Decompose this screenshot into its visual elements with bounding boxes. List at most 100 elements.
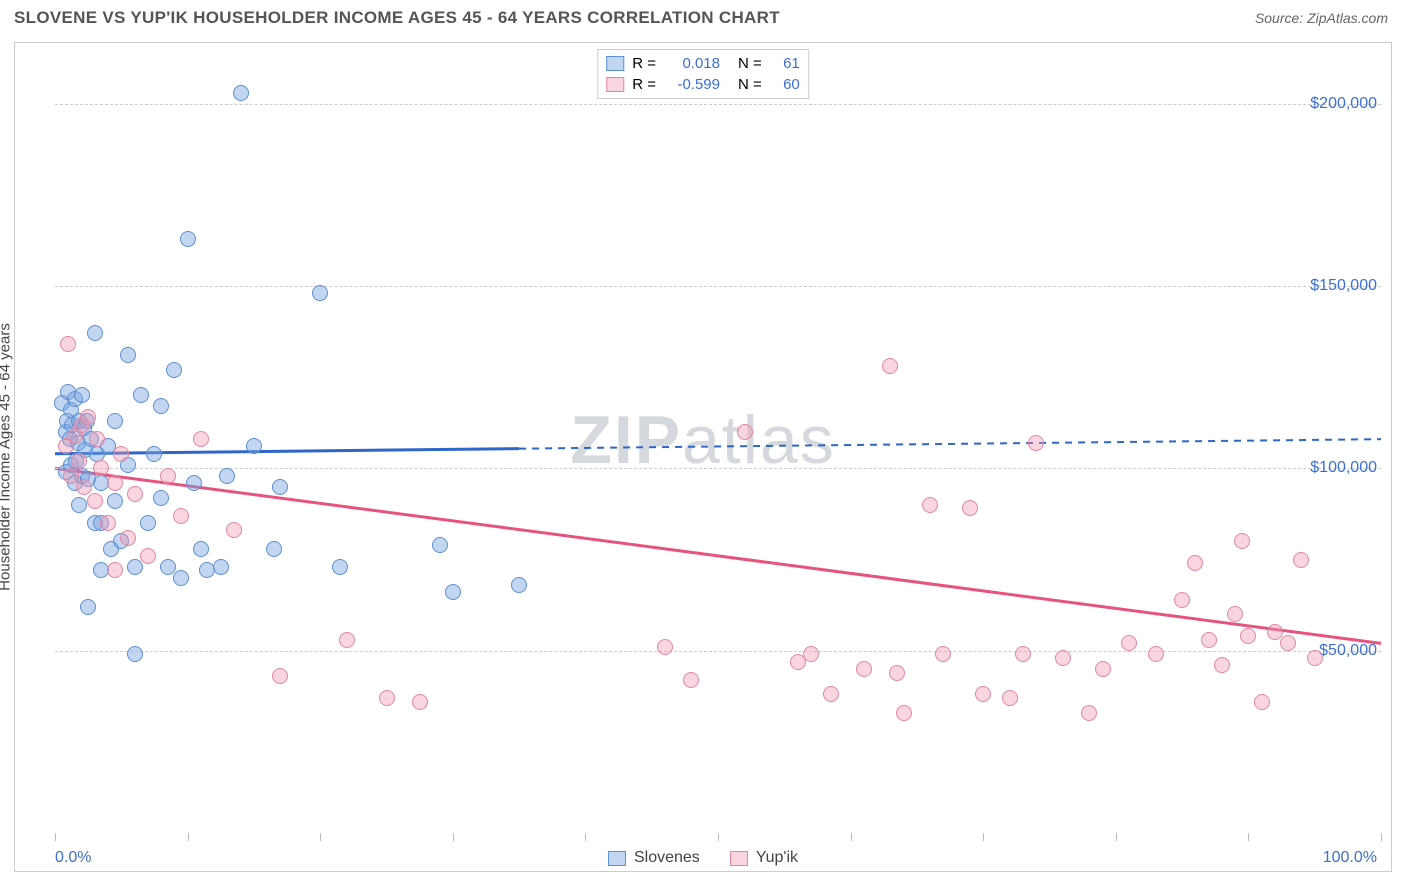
data-point [1293,552,1309,568]
data-point [1148,646,1164,662]
source-label: Source: ZipAtlas.com [1255,10,1388,26]
data-point [193,541,209,557]
y-tick-label: $150,000 [1310,277,1377,295]
data-point [153,398,169,414]
correlation-legend: R = 0.018 N = 61R = -0.599 N = 60 [597,49,809,99]
legend-swatch [606,56,624,71]
data-point [511,577,527,593]
series-legend: Slovenes Yup'ik [608,849,798,867]
data-point [226,522,242,538]
data-point [89,431,105,447]
series-legend-item: Yup'ik [730,849,798,867]
series-name: Slovenes [634,849,700,867]
legend-row: R = -0.599 N = 60 [606,74,800,95]
data-point [1234,533,1250,549]
data-point [173,508,189,524]
page-title: SLOVENE VS YUP'IK HOUSEHOLDER INCOME AGE… [14,8,780,28]
data-point [266,541,282,557]
data-point [379,690,395,706]
data-point [71,497,87,513]
r-label: R = [632,74,656,95]
data-point [140,515,156,531]
series-name: Yup'ik [756,849,798,867]
data-point [1121,635,1137,651]
data-point [1240,628,1256,644]
x-axis-min-label: 0.0% [55,849,91,867]
data-point [737,424,753,440]
chart-container: Householder Income Ages 45 - 64 years ZI… [14,42,1392,872]
data-point [87,325,103,341]
data-point [1227,606,1243,622]
x-tick [585,833,586,841]
n-value: 61 [770,53,800,74]
data-point [71,453,87,469]
data-point [120,530,136,546]
n-label: N = [738,53,762,74]
data-point [1055,650,1071,666]
r-value: -0.599 [664,74,720,95]
y-axis-label: Householder Income Ages 45 - 64 years [0,323,14,591]
data-point [1307,650,1323,666]
data-point [107,413,123,429]
data-point [80,409,96,425]
legend-swatch [606,77,624,92]
data-point [74,387,90,403]
data-point [896,705,912,721]
data-point [1280,635,1296,651]
data-point [107,562,123,578]
data-point [1028,435,1044,451]
data-point [127,646,143,662]
data-point [657,639,673,655]
data-point [173,570,189,586]
x-tick [1116,833,1117,841]
data-point [1095,661,1111,677]
series-legend-item: Slovenes [608,849,700,867]
data-point [803,646,819,662]
r-value: 0.018 [664,53,720,74]
data-point [76,479,92,495]
data-point [80,599,96,615]
data-point [856,661,872,677]
data-point [100,515,116,531]
data-point [1201,632,1217,648]
data-point [683,672,699,688]
data-point [87,493,103,509]
data-point [107,493,123,509]
data-point [233,85,249,101]
n-value: 60 [770,74,800,95]
grid-line [55,104,1381,105]
data-point [339,632,355,648]
legend-swatch [730,851,748,866]
data-point [186,475,202,491]
data-point [120,347,136,363]
data-point [882,358,898,374]
data-point [107,475,123,491]
data-point [1254,694,1270,710]
data-point [153,490,169,506]
data-point [823,686,839,702]
data-point [166,362,182,378]
data-point [1187,555,1203,571]
data-point [127,559,143,575]
legend-swatch [608,851,626,866]
n-label: N = [738,74,762,95]
x-tick [55,833,56,841]
x-tick [188,833,189,841]
data-point [1081,705,1097,721]
data-point [332,559,348,575]
x-tick [1248,833,1249,841]
data-point [113,446,129,462]
x-tick [1381,833,1382,841]
x-tick [718,833,719,841]
data-point [922,497,938,513]
data-point [312,285,328,301]
data-point [889,665,905,681]
x-tick [453,833,454,841]
y-tick-label: $100,000 [1310,459,1377,477]
data-point [160,468,176,484]
grid-line [55,286,1381,287]
data-point [272,479,288,495]
x-tick [320,833,321,841]
data-point [412,694,428,710]
data-point [432,537,448,553]
